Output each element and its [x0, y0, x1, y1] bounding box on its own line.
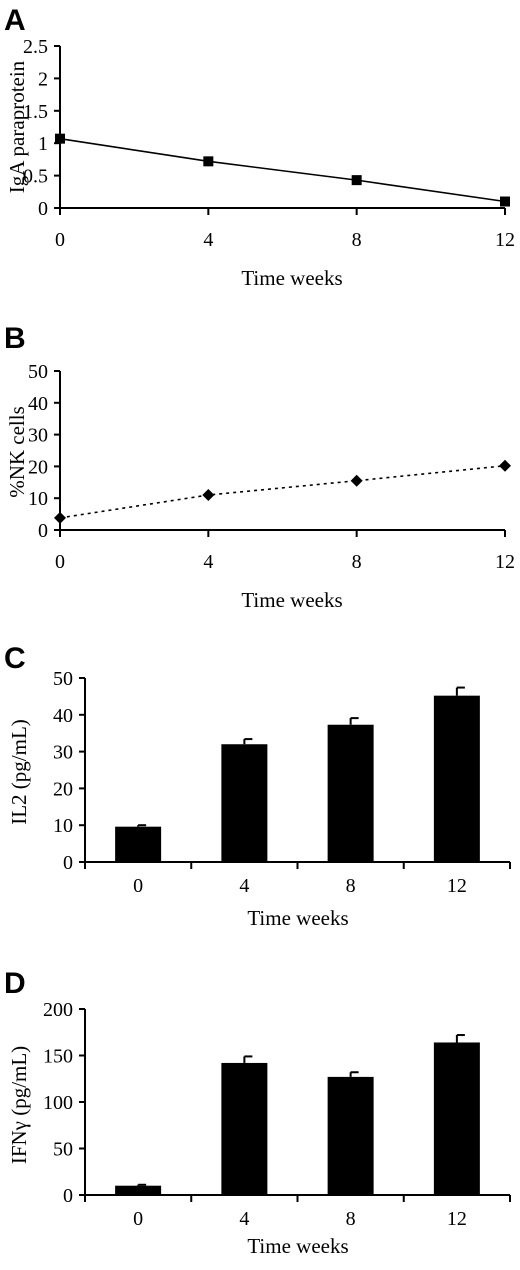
bar [327, 1076, 374, 1195]
x-tick-label: 8 [352, 551, 362, 573]
panel-letter-a: A [4, 4, 26, 37]
data-point [350, 474, 363, 487]
x-tick-label: 0 [133, 1208, 143, 1230]
y-tick-label: 50 [53, 668, 73, 690]
x-tick-label: 8 [346, 1208, 356, 1230]
y-tick-label: 2 [38, 68, 48, 90]
data-point [202, 489, 215, 502]
y-tick-label: 0 [38, 520, 48, 542]
y-tick-label: 100 [43, 1092, 73, 1114]
bar [115, 826, 162, 862]
bar [433, 1042, 480, 1195]
series-line [59, 464, 506, 519]
panel-letter-c: C [4, 642, 26, 675]
chart-d: 0 50 100 150 200 0 4 8 12 [43, 999, 511, 1230]
bar [221, 1062, 268, 1195]
chart-c-y-axis-title: IL2 (pg/mL) [7, 719, 31, 825]
panel-letter-d: D [4, 967, 26, 1000]
y-tick-label: 50 [53, 1139, 73, 1161]
y-tick-label: 10 [53, 815, 73, 837]
chart-b: 0 10 20 30 40 50 0 4 8 12 [28, 361, 515, 573]
data-point [55, 133, 65, 144]
y-tick-label: 150 [43, 1046, 73, 1068]
data-point [54, 511, 66, 524]
y-tick-label: 1 [38, 133, 48, 155]
x-tick-label: 8 [346, 875, 356, 897]
x-tick-label: 8 [352, 229, 362, 251]
chart-b-y-axis-title: %NK cells [5, 406, 29, 498]
x-tick-label: 12 [495, 229, 515, 251]
y-tick-label: 200 [43, 999, 73, 1021]
x-tick-label: 0 [55, 229, 65, 251]
x-tick-label: 12 [495, 551, 515, 573]
y-tick-label: 20 [28, 456, 48, 478]
bar [221, 744, 268, 862]
y-tick-label: 0 [63, 1185, 73, 1207]
x-tick-label: 0 [133, 875, 143, 897]
y-tick-label: 20 [53, 778, 73, 800]
y-tick-label: 2.5 [23, 36, 48, 58]
chart-a: 0 0.5 1 1.5 2 2.5 0 4 8 12 [23, 36, 515, 251]
y-tick-label: 10 [28, 488, 48, 510]
x-tick-label: 12 [447, 1208, 467, 1230]
y-tick-label: 40 [28, 393, 48, 415]
y-tick-label: 0 [63, 852, 73, 874]
data-point [499, 459, 511, 472]
x-tick-label: 4 [203, 229, 213, 251]
y-tick-label: 30 [53, 742, 73, 764]
y-tick-label: 40 [53, 705, 73, 727]
x-tick-label: 12 [447, 875, 467, 897]
x-tick-label: 4 [203, 551, 213, 573]
chart-d-x-axis-title: Time weeks [247, 1234, 348, 1258]
data-point [203, 156, 214, 167]
data-point [500, 196, 510, 207]
chart-a-x-axis-title: Time weeks [241, 266, 342, 290]
bar [327, 724, 374, 862]
series-line [59, 137, 506, 203]
y-tick-label: 30 [28, 425, 48, 447]
panel-letter-b: B [4, 322, 26, 355]
chart-d-y-axis-title: IFNγ (pg/mL) [7, 1046, 31, 1164]
x-tick-label: 4 [239, 875, 249, 897]
x-tick-label: 4 [239, 1208, 249, 1230]
chart-c-x-axis-title: Time weeks [247, 906, 348, 930]
chart-b-x-axis-title: Time weeks [241, 588, 342, 612]
bar [433, 695, 480, 862]
y-tick-label: 0.5 [23, 166, 48, 188]
y-tick-label: 50 [28, 361, 48, 383]
chart-a-y-axis-title: IgA paraprotein [5, 60, 29, 193]
x-tick-label: 0 [55, 551, 65, 573]
bar [115, 1185, 162, 1195]
data-point [351, 175, 362, 186]
y-tick-label: 0 [38, 198, 48, 220]
y-tick-label: 1.5 [23, 101, 48, 123]
chart-c: 0 10 20 30 40 50 0 4 8 12 [53, 668, 511, 897]
